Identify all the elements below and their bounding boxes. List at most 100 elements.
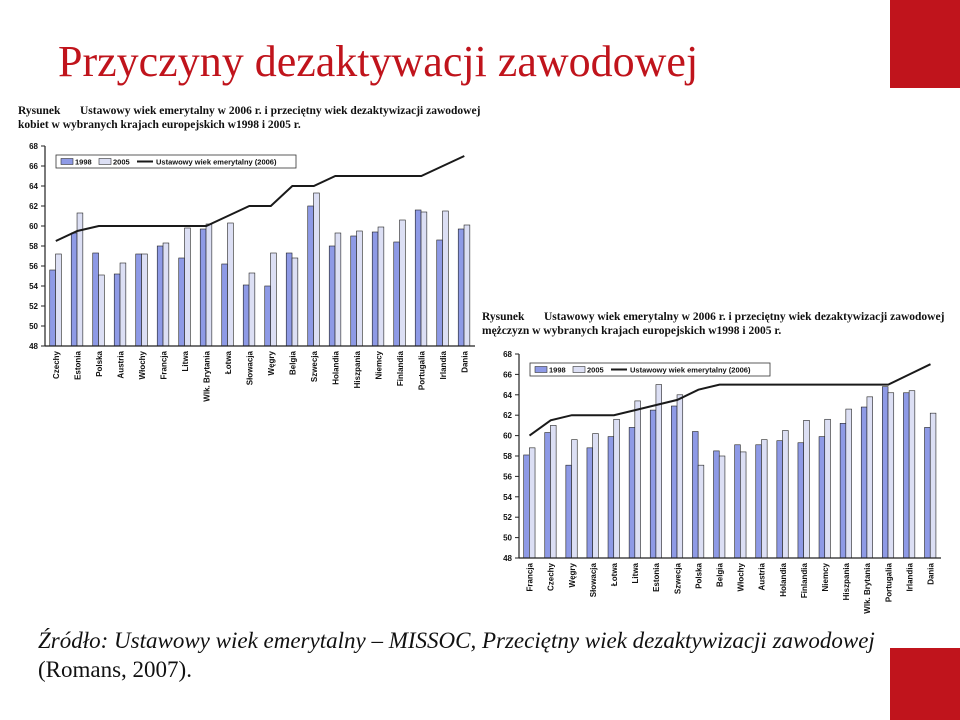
legend-label: 1998 [549,366,566,375]
y-tick-label: 48 [29,342,38,351]
bar-1998 [457,228,465,347]
bar-2005 [420,211,428,347]
bar-2005 [592,433,599,559]
bar-1998 [903,392,910,559]
y-tick-label: 68 [29,142,38,151]
bar-2005 [866,396,873,559]
y-tick-label: 58 [29,242,38,251]
legend-box [529,362,771,377]
y-tick-label: 60 [503,432,512,441]
y-tick-label: 52 [503,513,512,522]
y-tick-label: 62 [29,202,38,211]
category-label: Łotwa [610,562,619,586]
bar-1998 [924,427,931,559]
category-label: Wlk. Brytania [202,350,211,401]
category-label: Łotwa [224,350,233,374]
bar-2005 [356,230,363,347]
category-label: Polska [694,562,703,588]
bar-2005 [442,210,449,347]
caption-line2: kobiet w wybranych krajach europejskich … [18,119,301,131]
legend-box [55,154,297,169]
category-label: Szwecja [310,350,319,382]
category-label: Włochy [138,350,147,379]
source-citation: (Romans, 2007). [38,657,192,682]
bar-2005 [655,384,662,559]
legend-label: 2005 [587,366,604,375]
category-label: Słowacja [245,350,254,385]
bar-1998 [713,450,720,559]
caption-lead: Rysunek [482,311,525,323]
bar-2005 [740,451,747,559]
category-label: Litwa [631,562,640,583]
bar-1998 [860,406,868,559]
category-label: Estonia [73,350,82,379]
y-tick-label: 54 [29,282,38,291]
category-label: Holandia [779,562,788,596]
source-note: Źródło: Ustawowy wiek emerytalny – MISSO… [38,626,960,684]
category-label: Francja [159,350,168,379]
bar-2005 [761,439,768,559]
bar-2005 [929,412,937,559]
bar-1998 [92,252,99,347]
bar-2005 [141,253,148,347]
legend-swatch [60,158,74,165]
bar-2005 [634,400,641,559]
category-label: Dania [460,350,469,372]
category-label: Holandia [331,350,340,384]
bar-1998 [523,454,530,559]
category-label: Węgry [568,562,577,587]
bar-2005 [824,418,831,559]
y-tick-label: 52 [29,302,38,311]
bar-2005 [908,390,916,559]
legend-swatch [534,366,548,373]
category-label: Włochy [737,562,746,591]
bar-1998 [776,440,783,559]
category-label: Niemcy [374,350,383,379]
chart-men-caption: Rysunek Ustawowy wiek emerytalny w 2006 r… [482,310,944,338]
bar-1998 [135,253,142,347]
legend-label: 1998 [75,158,92,167]
bar-1998 [565,464,572,559]
retirement-age-line [528,363,931,437]
chart-men-plot: 48 50 52 54 56 58 60 62 64 66 68 Francja Czechy Węgry… [503,350,941,614]
bar-2005 [613,418,620,559]
retirement-age-line [55,155,465,242]
bar-1998 [242,284,250,347]
category-label: Słowacja [589,562,598,597]
bar-2005 [98,274,105,347]
category-label: Austria [116,350,125,378]
bar-1998 [70,232,78,347]
y-tick-label: 62 [503,411,512,420]
chart-women: Rysunek Ustawowy wiek emerytalny w 2006 r… [14,96,514,426]
caption-line1: Ustawowy wiek emerytalny w 2006 r. i prz… [80,105,481,117]
legend-swatch [98,158,112,165]
category-label: Irlandia [905,562,914,591]
legend-label: Ustawowy wiek emerytalny (2006) [156,158,277,167]
chart-men: Rysunek Ustawowy wiek emerytalny w 2006 r… [478,302,960,624]
bar-2005 [248,272,256,347]
accent-bar-bottom [890,648,960,720]
bar-2005 [334,232,342,347]
category-label: Estonia [652,562,661,591]
y-tick-label: 60 [29,222,38,231]
bar-2005 [55,253,62,347]
y-tick-label: 56 [503,472,512,481]
chart-women-caption: Rysunek Ustawowy wiek emerytalny w 2006 r… [18,104,480,132]
y-tick-label: 50 [29,322,38,331]
bar-1998 [371,231,379,347]
bar-1998 [692,431,699,559]
bar-1998 [797,442,804,559]
bar-1998 [628,427,636,559]
bar-2005 [119,262,127,347]
bar-2005 [887,392,895,559]
bar-1998 [586,447,593,559]
bar-1998 [264,285,271,347]
bar-2005 [227,222,234,347]
y-tick-label: 64 [503,391,512,400]
bar-1998 [178,257,185,347]
bar-2005 [845,408,852,559]
bar-1998 [328,245,336,347]
caption-line2: mężczyzn w wybranych krajach europejskic… [482,325,782,337]
y-tick-label: 48 [503,554,512,563]
bar-1998 [199,228,207,347]
